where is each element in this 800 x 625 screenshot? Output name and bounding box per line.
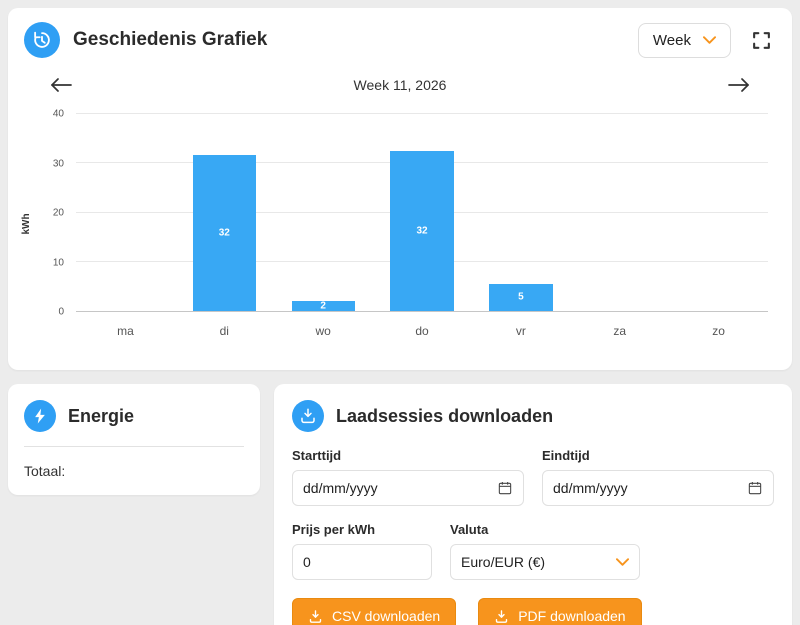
- bolt-glyph: [35, 408, 45, 424]
- history-icon: [24, 22, 60, 58]
- x-axis-label: wo: [315, 324, 331, 338]
- calendar-icon[interactable]: [747, 480, 763, 496]
- arrow-right-icon: [728, 78, 749, 92]
- bar-column: 32: [373, 114, 472, 311]
- download-card-header: Laadsessies downloaden: [292, 400, 774, 432]
- end-date-label: Eindtijd: [542, 448, 590, 463]
- bar-column: 32: [175, 114, 274, 311]
- chevron-down-icon: [616, 558, 629, 566]
- energy-card-title: Energie: [68, 405, 135, 426]
- x-axis: ma di wo do vr za zo: [76, 316, 768, 340]
- chart-week-nav: Week 11, 2026: [24, 74, 776, 96]
- energy-divider: [24, 446, 244, 447]
- period-select[interactable]: Week: [637, 22, 731, 58]
- price-currency-row: Prijs per kWh Valuta Euro/EUR (€): [292, 522, 774, 580]
- currency-select-value: Euro/EUR (€): [461, 554, 546, 570]
- bar-value-label: 5: [518, 291, 524, 303]
- bar: 2: [291, 300, 355, 312]
- bottom-row: Energie Totaal: Laadsessies downloaden S…: [8, 384, 792, 625]
- end-date-field: Eindtijd dd/mm/yyyy: [542, 448, 774, 506]
- y-tick-label: 10: [52, 257, 64, 268]
- page-title: Geschiedenis Grafiek: [73, 29, 268, 50]
- y-tick-label: 30: [52, 158, 64, 169]
- start-date-input[interactable]: dd/mm/yyyy: [292, 470, 524, 506]
- end-date-input[interactable]: dd/mm/yyyy: [542, 470, 774, 506]
- price-input[interactable]: [292, 544, 432, 580]
- energy-card: Energie Totaal:: [8, 384, 260, 495]
- bar-column: [76, 114, 175, 311]
- x-axis-label: zo: [712, 324, 725, 338]
- energy-total-label: Totaal:: [24, 463, 66, 479]
- pdf-download-label: PDF downloaden: [518, 608, 626, 624]
- history-card-header: Geschiedenis Grafiek Week: [24, 22, 776, 58]
- y-axis-title: kWh: [21, 213, 33, 235]
- lightning-icon: [24, 400, 56, 432]
- bar: 5: [489, 283, 553, 311]
- chart-plot: 32 2 32 5: [76, 113, 768, 312]
- chart-bars: 32 2 32 5: [76, 114, 768, 312]
- download-circle-icon: [292, 400, 324, 432]
- download-sessions-card: Laadsessies downloaden Starttijd dd/mm/y…: [274, 384, 792, 625]
- bar: 32: [390, 151, 454, 311]
- start-date-label: Starttijd: [292, 448, 342, 463]
- bar-value-label: 32: [218, 227, 230, 239]
- download-card-title: Laadsessies downloaden: [336, 405, 554, 426]
- csv-download-label: CSV downloaden: [332, 608, 441, 624]
- start-date-field: Starttijd dd/mm/yyyy: [292, 448, 524, 506]
- price-field-group: Prijs per kWh: [292, 522, 432, 580]
- bar-value-label: 2: [320, 300, 326, 312]
- history-chart-card: Geschiedenis Grafiek Week Week 11, 2026 …: [8, 8, 792, 370]
- bar-column: [570, 114, 669, 311]
- energy-card-header: Energie: [24, 400, 244, 432]
- fullscreen-button[interactable]: [747, 26, 776, 55]
- next-week-button[interactable]: [724, 74, 754, 96]
- x-axis-label: vr: [515, 324, 526, 338]
- y-tick-label: 0: [58, 306, 64, 318]
- currency-field-group: Valuta Euro/EUR (€): [450, 522, 640, 580]
- currency-label: Valuta: [450, 522, 489, 537]
- arrow-left-icon: [51, 78, 72, 92]
- period-select-value: Week: [652, 31, 691, 49]
- fullscreen-icon: [751, 30, 772, 51]
- week-range-label: Week 11, 2026: [353, 77, 447, 93]
- prev-week-button[interactable]: [46, 74, 76, 96]
- bar-chart: kWh 0 10 20 30 40 32 2 32 5 ma di wo do vr za zo: [21, 108, 776, 340]
- bar-value-label: 32: [416, 225, 428, 237]
- download-icon: [308, 609, 323, 624]
- chevron-down-icon: [703, 36, 716, 44]
- y-tick-label: 20: [52, 207, 64, 219]
- download-icon: [494, 609, 509, 624]
- pdf-download-button[interactable]: PDF downloaden: [478, 598, 642, 625]
- x-axis-label: do: [415, 324, 429, 338]
- csv-download-button[interactable]: CSV downloaden: [292, 598, 457, 625]
- calendar-icon[interactable]: [497, 480, 513, 496]
- y-tick-label: 40: [52, 108, 64, 120]
- bar-column: 2: [274, 114, 373, 312]
- start-date-value: dd/mm/yyyy: [303, 480, 378, 496]
- bar: 32: [192, 155, 256, 311]
- y-axis: 0 10 20 30 40: [32, 109, 72, 318]
- x-axis-label: ma: [117, 324, 134, 338]
- end-date-value: dd/mm/yyyy: [553, 480, 628, 496]
- bar-column: [669, 114, 768, 311]
- bar-column: 5: [471, 114, 570, 311]
- price-label: Prijs per kWh: [292, 522, 376, 537]
- x-axis-label: za: [613, 324, 627, 338]
- date-row: Starttijd dd/mm/yyyy Eindtijd dd/mm/yyyy: [292, 448, 774, 506]
- currency-select[interactable]: Euro/EUR (€): [450, 544, 640, 580]
- gridline: [76, 113, 768, 114]
- x-axis-label: di: [219, 324, 229, 338]
- download-buttons-row: CSV downloaden PDF downloaden: [292, 598, 774, 625]
